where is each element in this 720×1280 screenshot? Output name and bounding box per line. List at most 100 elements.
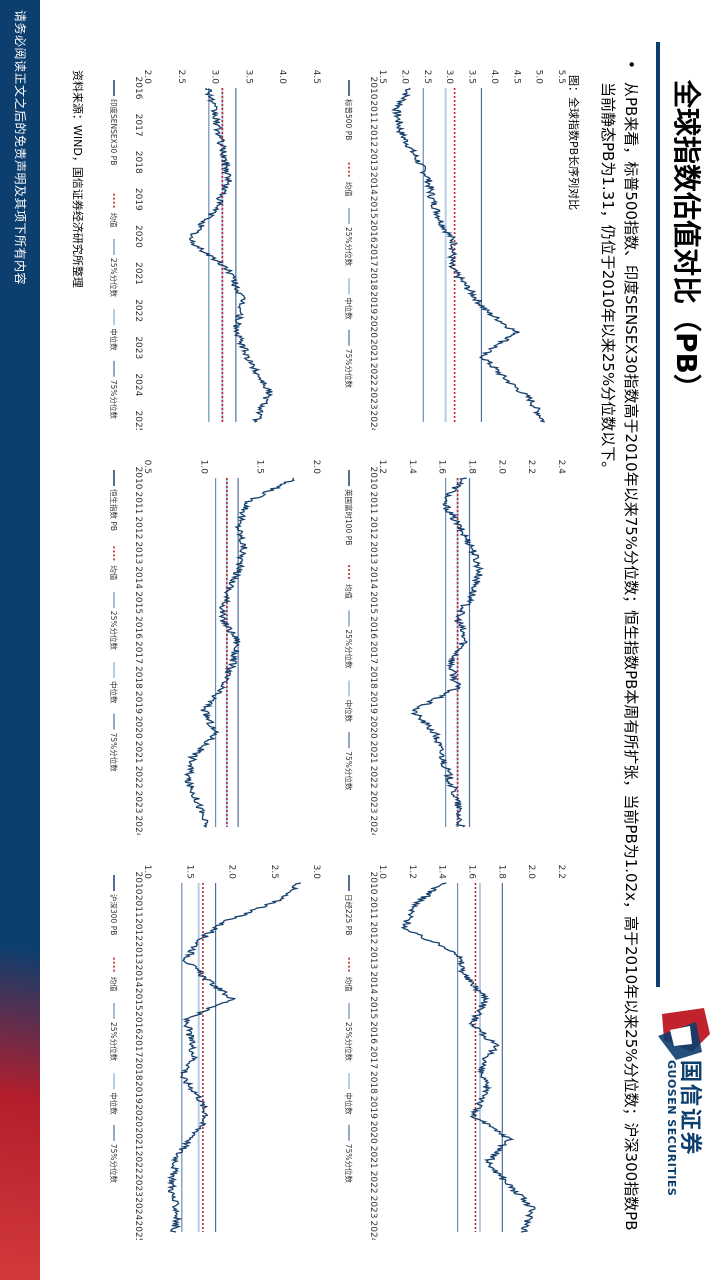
x-tick-label: 2018 — [368, 666, 378, 689]
y-tick-label: 1.6 — [437, 460, 447, 475]
y-tick-label: 1.0 — [142, 865, 152, 880]
x-tick-label: 2023 — [133, 791, 143, 814]
x-tick-label: 2025 — [133, 411, 143, 430]
x-tick-label: 2021 — [133, 262, 143, 285]
pb-series-line — [166, 882, 302, 1233]
legend-label: 均值 — [344, 182, 354, 197]
x-tick-label: 2025 — [133, 1221, 143, 1240]
x-tick-label: 2012 — [133, 918, 143, 941]
x-tick-label: 2013 — [133, 941, 143, 964]
y-tick-label: 1.5 — [255, 460, 265, 474]
x-tick-label: 2011 — [368, 100, 378, 123]
x-tick-label: 2014 — [368, 566, 378, 589]
x-tick-label: 2010 — [133, 872, 143, 895]
y-tick-label: 1.0 — [377, 865, 387, 880]
x-tick-label: 2024 — [133, 816, 143, 835]
y-tick-label: 4.0 — [277, 70, 287, 85]
legend-label: 中位数 — [344, 700, 354, 723]
x-tick-label: 2020 — [133, 225, 143, 248]
y-tick-label: 1.2 — [377, 460, 387, 474]
x-tick-label: 2021 — [368, 339, 378, 362]
y-tick-label: 1.5 — [377, 70, 387, 84]
y-tick-label: 3.0 — [210, 70, 220, 85]
y-tick-label: 4.0 — [489, 70, 499, 85]
y-tick-label: 1.0 — [198, 460, 208, 475]
x-tick-label: 2011 — [368, 896, 378, 919]
title-divider — [656, 42, 660, 987]
x-tick-label: 2022 — [368, 1171, 378, 1194]
x-tick-label: 2019 — [133, 691, 143, 714]
legend-label: 75%分位数 — [344, 751, 354, 791]
x-tick-label: 2010 — [368, 467, 378, 490]
x-tick-label: 2013 — [368, 541, 378, 564]
x-tick-label: 2017 — [133, 641, 143, 664]
x-tick-label: 2019 — [133, 188, 143, 211]
x-tick-label: 2018 — [133, 1058, 143, 1081]
y-tick-label: 4.5 — [311, 70, 321, 84]
x-tick-label: 2017 — [368, 641, 378, 664]
logo-name: 国信证券 — [677, 1060, 702, 1157]
legend-label: 均值 — [344, 584, 354, 599]
x-tick-label: 2024 — [133, 1197, 143, 1220]
x-tick-label: 2011 — [368, 491, 378, 514]
x-tick-label: 2016 — [133, 616, 143, 639]
y-tick-label: 1.8 — [467, 460, 477, 475]
legend-label: 25%分位数 — [344, 1022, 354, 1062]
y-tick-label: 1.5 — [184, 865, 194, 879]
y-tick-label: 5.5 — [556, 70, 566, 84]
x-tick-label: 2016 — [368, 220, 378, 243]
x-tick-label: 2022 — [133, 1151, 143, 1174]
x-tick-label: 2014 — [133, 965, 143, 988]
x-tick-label: 2017 — [133, 114, 143, 137]
legend-label: 沪深300 PB — [109, 894, 119, 935]
x-tick-label: 2013 — [368, 946, 378, 969]
x-tick-label: 2010 — [368, 77, 378, 100]
x-tick-label: 2021 — [133, 741, 143, 764]
y-tick-label: 2.4 — [556, 460, 566, 475]
x-tick-label: 2015 — [133, 591, 143, 614]
x-tick-label: 2022 — [133, 766, 143, 789]
pb-series-line — [183, 477, 295, 828]
x-tick-label: 2010 — [133, 467, 143, 490]
legend-label: 75%分位数 — [344, 349, 354, 389]
x-tick-label: 2021 — [368, 1146, 378, 1169]
x-tick-label: 2024 — [368, 411, 378, 430]
y-tick-label: 0.5 — [142, 460, 152, 474]
pb-chart-1: 1.5 2.0 2.5 3.0 3.5 4.0 4.5 5.0 5.52010201120122… — [344, 70, 566, 430]
x-tick-label: 2016 — [368, 1021, 378, 1044]
y-tick-label: 1.6 — [467, 865, 477, 880]
x-tick-label: 2019 — [368, 291, 378, 314]
x-tick-label: 2023 — [368, 1196, 378, 1219]
x-tick-label: 2013 — [133, 541, 143, 564]
y-tick-label: 3.0 — [444, 70, 454, 85]
y-tick-label: 2.0 — [227, 865, 237, 880]
y-tick-label: 2.5 — [176, 70, 186, 84]
x-tick-label: 2018 — [368, 1071, 378, 1094]
x-tick-label: 2022 — [133, 299, 143, 322]
pb-chart-6: 1.0 1.5 2.0 2.5 3.02010201120122013201420152… — [109, 865, 321, 1240]
x-tick-label: 2021 — [133, 1127, 143, 1150]
x-tick-label: 2022 — [368, 766, 378, 789]
x-tick-label: 2016 — [368, 616, 378, 639]
legend-label: 中位数 — [109, 328, 119, 351]
x-tick-label: 2018 — [368, 267, 378, 290]
x-tick-label: 2020 — [133, 1104, 143, 1127]
legend-label: 标普500 PB — [344, 99, 354, 140]
x-tick-label: 2015 — [368, 591, 378, 614]
x-tick-label: 2017 — [133, 1034, 143, 1057]
x-tick-label: 2020 — [368, 315, 378, 338]
pb-series-line — [400, 882, 536, 1233]
y-tick-label: 1.2 — [407, 865, 417, 879]
x-tick-label: 2024 — [368, 1221, 378, 1240]
x-tick-label: 2011 — [133, 491, 143, 514]
x-tick-label: 2020 — [368, 1121, 378, 1144]
x-tick-label: 2011 — [133, 895, 143, 918]
legend-label: 英国富时100 PB — [344, 489, 354, 545]
x-tick-label: 2013 — [368, 148, 378, 171]
y-tick-label: 2.0 — [399, 70, 409, 85]
x-tick-label: 2023 — [133, 1174, 143, 1197]
summary-text: 从PB来看，标普500指数、印度SENSEX30指数高于2010年以来75%分位… — [599, 82, 640, 1231]
x-tick-label: 2016 — [133, 1011, 143, 1034]
